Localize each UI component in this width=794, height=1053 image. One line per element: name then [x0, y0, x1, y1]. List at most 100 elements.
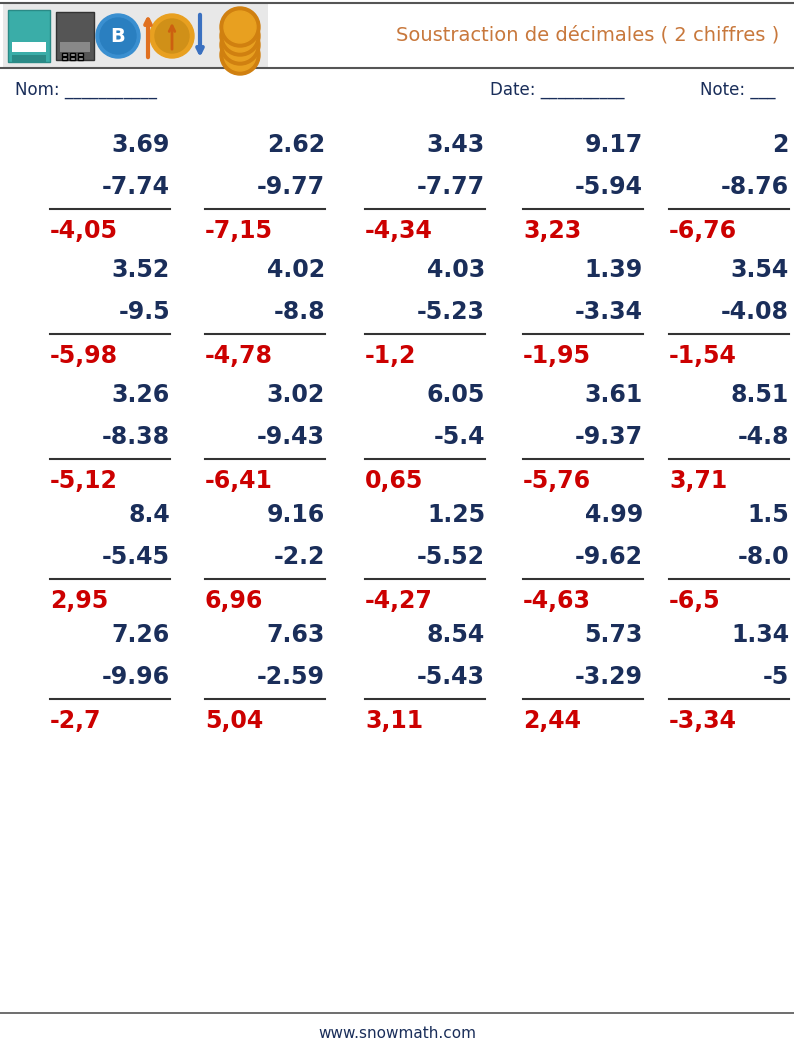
- FancyBboxPatch shape: [78, 57, 83, 60]
- Text: -5,76: -5,76: [523, 469, 591, 493]
- Text: -7.77: -7.77: [417, 175, 485, 199]
- Circle shape: [96, 14, 140, 58]
- Text: -9.37: -9.37: [575, 425, 643, 449]
- FancyBboxPatch shape: [8, 9, 50, 62]
- Text: -7.74: -7.74: [102, 175, 170, 199]
- Text: Nom: ___________: Nom: ___________: [15, 81, 157, 99]
- Text: -8.0: -8.0: [738, 545, 789, 569]
- Text: -5.23: -5.23: [417, 300, 485, 324]
- Text: -4.08: -4.08: [721, 300, 789, 324]
- Text: -6,5: -6,5: [669, 589, 721, 613]
- Text: -4,63: -4,63: [523, 589, 591, 613]
- Circle shape: [224, 20, 256, 52]
- Text: -5,12: -5,12: [50, 469, 118, 493]
- Circle shape: [220, 25, 260, 65]
- Circle shape: [224, 39, 256, 71]
- Text: 8.54: 8.54: [426, 623, 485, 647]
- Text: Soustraction de décimales ( 2 chiffres ): Soustraction de décimales ( 2 chiffres ): [395, 25, 779, 44]
- Text: www.snowmath.com: www.snowmath.com: [318, 1026, 476, 1040]
- Circle shape: [100, 18, 136, 54]
- Circle shape: [220, 35, 260, 75]
- Text: -8.76: -8.76: [721, 175, 789, 199]
- Text: 1.25: 1.25: [427, 503, 485, 526]
- Text: 2,95: 2,95: [50, 589, 108, 613]
- Circle shape: [150, 14, 194, 58]
- Text: -4,78: -4,78: [205, 344, 273, 367]
- Text: 0,65: 0,65: [365, 469, 423, 493]
- Circle shape: [220, 7, 260, 47]
- Text: 7.26: 7.26: [112, 623, 170, 647]
- FancyBboxPatch shape: [62, 53, 67, 56]
- Text: 3.52: 3.52: [112, 258, 170, 282]
- Text: Note: ___: Note: ___: [700, 81, 776, 99]
- Text: 5.73: 5.73: [584, 623, 643, 647]
- Text: 1.39: 1.39: [584, 258, 643, 282]
- Circle shape: [220, 16, 260, 56]
- Text: 4.99: 4.99: [584, 503, 643, 526]
- FancyBboxPatch shape: [56, 12, 94, 60]
- Text: 4.02: 4.02: [267, 258, 325, 282]
- Text: -2.59: -2.59: [257, 665, 325, 689]
- Text: 3.43: 3.43: [426, 133, 485, 157]
- Text: -5: -5: [763, 665, 789, 689]
- FancyBboxPatch shape: [78, 53, 83, 56]
- FancyBboxPatch shape: [12, 55, 46, 62]
- FancyBboxPatch shape: [60, 42, 90, 52]
- Text: 3,23: 3,23: [523, 219, 581, 243]
- Text: 3.02: 3.02: [267, 383, 325, 408]
- Text: -9.43: -9.43: [257, 425, 325, 449]
- Text: -3.34: -3.34: [575, 300, 643, 324]
- Text: 9.17: 9.17: [584, 133, 643, 157]
- FancyBboxPatch shape: [62, 57, 67, 60]
- Text: -1,2: -1,2: [365, 344, 416, 367]
- Text: -6,76: -6,76: [669, 219, 737, 243]
- Text: 3,11: 3,11: [365, 709, 423, 733]
- FancyBboxPatch shape: [3, 3, 268, 68]
- Text: -5,98: -5,98: [50, 344, 118, 367]
- FancyBboxPatch shape: [70, 57, 75, 60]
- Text: -1,95: -1,95: [523, 344, 591, 367]
- Text: 8.4: 8.4: [129, 503, 170, 526]
- Circle shape: [224, 29, 256, 61]
- Text: Date: __________: Date: __________: [490, 81, 625, 99]
- Text: B: B: [110, 26, 125, 45]
- Text: 1.34: 1.34: [730, 623, 789, 647]
- Text: 2,44: 2,44: [523, 709, 581, 733]
- FancyBboxPatch shape: [70, 53, 75, 56]
- Text: -5.45: -5.45: [102, 545, 170, 569]
- Text: -7,15: -7,15: [205, 219, 273, 243]
- Text: -2.2: -2.2: [274, 545, 325, 569]
- Text: 4.03: 4.03: [426, 258, 485, 282]
- Circle shape: [224, 11, 256, 43]
- Text: -5.52: -5.52: [417, 545, 485, 569]
- Text: -9.96: -9.96: [102, 665, 170, 689]
- Text: -1,54: -1,54: [669, 344, 737, 367]
- Text: -2,7: -2,7: [50, 709, 102, 733]
- Text: 8.51: 8.51: [730, 383, 789, 408]
- Text: 2.62: 2.62: [267, 133, 325, 157]
- Text: 3.61: 3.61: [584, 383, 643, 408]
- Text: -4,27: -4,27: [365, 589, 433, 613]
- Text: -5.43: -5.43: [417, 665, 485, 689]
- Text: -5.94: -5.94: [575, 175, 643, 199]
- Text: -9.5: -9.5: [118, 300, 170, 324]
- Text: -6,41: -6,41: [205, 469, 273, 493]
- Text: -9.77: -9.77: [257, 175, 325, 199]
- Text: -4,05: -4,05: [50, 219, 118, 243]
- Text: 3.54: 3.54: [730, 258, 789, 282]
- Text: 2: 2: [773, 133, 789, 157]
- Text: 9.16: 9.16: [267, 503, 325, 526]
- Text: -4.8: -4.8: [738, 425, 789, 449]
- Text: 3,71: 3,71: [669, 469, 727, 493]
- Text: -8.38: -8.38: [102, 425, 170, 449]
- Text: 5,04: 5,04: [205, 709, 264, 733]
- Text: 1.5: 1.5: [747, 503, 789, 526]
- Text: 6,96: 6,96: [205, 589, 264, 613]
- Text: 7.63: 7.63: [267, 623, 325, 647]
- Text: -9.62: -9.62: [575, 545, 643, 569]
- Text: -3.29: -3.29: [575, 665, 643, 689]
- Text: 6.05: 6.05: [426, 383, 485, 408]
- Circle shape: [155, 19, 189, 53]
- Text: -3,34: -3,34: [669, 709, 737, 733]
- Text: 3.69: 3.69: [112, 133, 170, 157]
